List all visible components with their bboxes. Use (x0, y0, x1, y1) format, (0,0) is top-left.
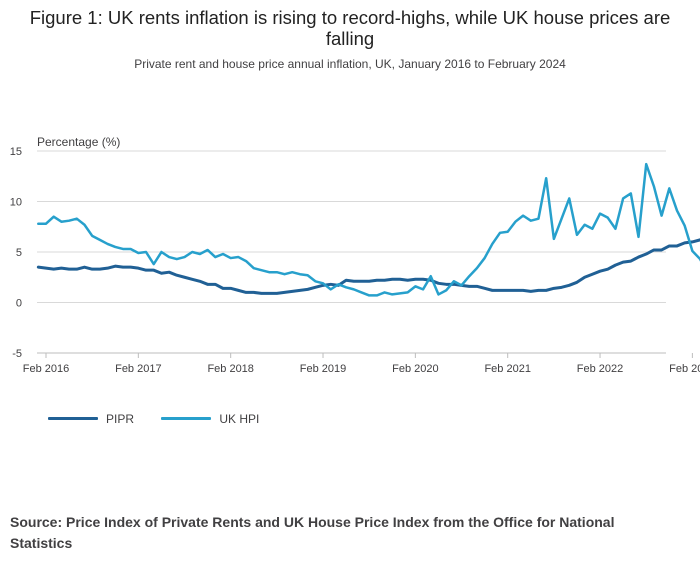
x-tick-label: Feb 2020 (392, 363, 438, 375)
chart-subtitle: Private rent and house price annual infl… (134, 57, 566, 71)
x-tick-label: Feb 2022 (577, 363, 623, 375)
x-tick-label: Feb 2019 (300, 363, 346, 375)
y-axis-ticks: -5 0 5 10 15 (10, 146, 22, 360)
x-tick-label: Feb 2023 (669, 363, 700, 375)
chart-title: Figure 1: UK rents inflation is rising t… (29, 7, 671, 49)
source-note: Source: Price Index of Private Rents and… (10, 514, 615, 551)
series-line-pipr[interactable] (36, 212, 700, 295)
x-axis: Feb 2016 Feb 2017 Feb 2018 Feb 2019 Feb 2020… (23, 352, 700, 375)
y-tick-label: -5 (12, 348, 22, 360)
series-lines (36, 162, 700, 324)
y-tick-label: 5 (16, 247, 22, 259)
x-tick-label: Feb 2016 (23, 363, 69, 375)
y-axis-label: Percentage (%) (37, 135, 121, 149)
legend-item-pipr[interactable]: PIPR (48, 412, 134, 426)
series-line-uk-hpi[interactable] (37, 162, 700, 324)
legend-label-uk-hpi: UK HPI (219, 411, 260, 426)
x-tick-label: Feb 2017 (115, 363, 161, 375)
legend-item-uk-hpi[interactable]: UK HPI (161, 412, 259, 426)
legend-swatch-uk-hpi (161, 417, 212, 420)
x-tick-label: Feb 2018 (207, 363, 253, 375)
legend: PIPR UK HPI (48, 409, 283, 426)
y-tick-label: 0 (16, 298, 22, 310)
legend-label-pipr: PIPR (106, 411, 135, 426)
y-tick-label: 10 (10, 197, 22, 209)
x-tick-label: Feb 2021 (484, 363, 530, 375)
legend-swatch-pipr (48, 417, 98, 420)
y-tick-label: 15 (10, 146, 22, 158)
